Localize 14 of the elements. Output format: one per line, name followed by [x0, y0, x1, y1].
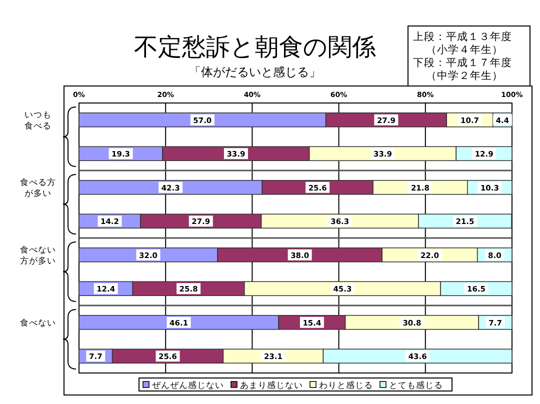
- annotation: （小学４年生）: [426, 44, 503, 56]
- legend-label: わりと感じる: [319, 381, 373, 391]
- annotation: 上段：平成１３年度: [413, 31, 512, 43]
- legend-label: ぜんぜん感じない: [152, 381, 224, 391]
- category: いつも食べる: [24, 110, 52, 132]
- title: 不定愁訴と朝食の関係: [134, 33, 376, 61]
- legend-label: とても感じる: [389, 381, 443, 391]
- annotation: 下段：平成１７年度: [413, 57, 512, 69]
- category: 食べる方が多い: [20, 178, 56, 199]
- legend-label: あまり感じない: [240, 381, 303, 391]
- annotation: （中学２年生）: [426, 70, 503, 82]
- subtitle: 「体がだるいと感じる」: [189, 65, 321, 79]
- category: 食べない方が多い: [20, 245, 56, 266]
- category: 食べない: [20, 318, 56, 328]
